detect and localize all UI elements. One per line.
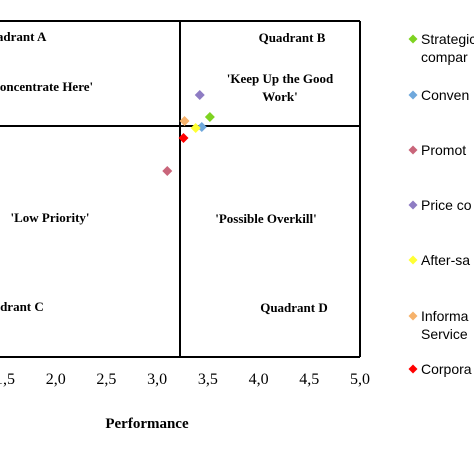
- legend-label: Price co: [421, 197, 472, 213]
- legend-marker: [408, 255, 418, 265]
- quadrant-c-text: 'Low Priority': [10, 210, 89, 225]
- legend-label: Informa: [421, 308, 469, 324]
- data-points: [162, 90, 215, 176]
- quadrant-d-label: Quadrant D: [260, 300, 328, 315]
- legend-label: Strategic: [421, 31, 474, 47]
- quadrant-a-label: Quadrant A: [0, 29, 47, 44]
- data-point: [190, 123, 201, 133]
- x-tick-label: 4,5: [299, 371, 319, 388]
- quadrant-c-label: Quadrant C: [0, 299, 44, 314]
- legend-marker: [408, 90, 418, 100]
- x-tick-label: 2,0: [46, 371, 66, 388]
- legend-label-line2: compar: [421, 49, 468, 65]
- legend-label: Promot: [421, 142, 466, 158]
- data-point: [196, 122, 207, 132]
- x-tick-label: 3,0: [147, 371, 167, 388]
- x-axis-title: Performance: [105, 416, 189, 432]
- quadrant-b-text-line1: 'Keep Up the Good: [227, 71, 334, 86]
- legend-marker: [408, 200, 418, 210]
- quadrant-b-label: Quadrant B: [259, 30, 326, 45]
- legend-label: Conven: [421, 87, 469, 103]
- quadrant-d-text: 'Possible Overkill': [215, 211, 316, 226]
- quadrant-a-text: 'Concentrate Here': [0, 79, 93, 94]
- legend: Strategic compar Conven Promot Price co After…: [408, 31, 474, 377]
- legend-label: Corpora: [421, 361, 472, 377]
- x-tick-label: 3,5: [198, 371, 218, 388]
- data-point: [162, 166, 173, 176]
- x-axis-ticks: 1,5 2,0 2,5 3,0 3,5 4,0 4,5 5,0: [0, 371, 370, 388]
- x-tick-label: 2,5: [96, 371, 116, 388]
- data-point: [179, 116, 190, 126]
- data-point: [194, 90, 205, 100]
- x-tick-label: 5,0: [350, 371, 370, 388]
- legend-marker: [408, 145, 418, 155]
- legend-marker: [408, 34, 418, 44]
- legend-marker: [408, 364, 418, 374]
- x-tick-label: 1,5: [0, 371, 15, 388]
- quadrant-b-text-line2: Work': [262, 89, 297, 104]
- data-point: [204, 112, 215, 122]
- data-point: [178, 133, 189, 143]
- legend-label-line2: Service: [421, 326, 468, 342]
- legend-label: After-sa: [421, 252, 470, 268]
- x-tick-label: 4,0: [249, 371, 269, 388]
- legend-marker: [408, 311, 418, 321]
